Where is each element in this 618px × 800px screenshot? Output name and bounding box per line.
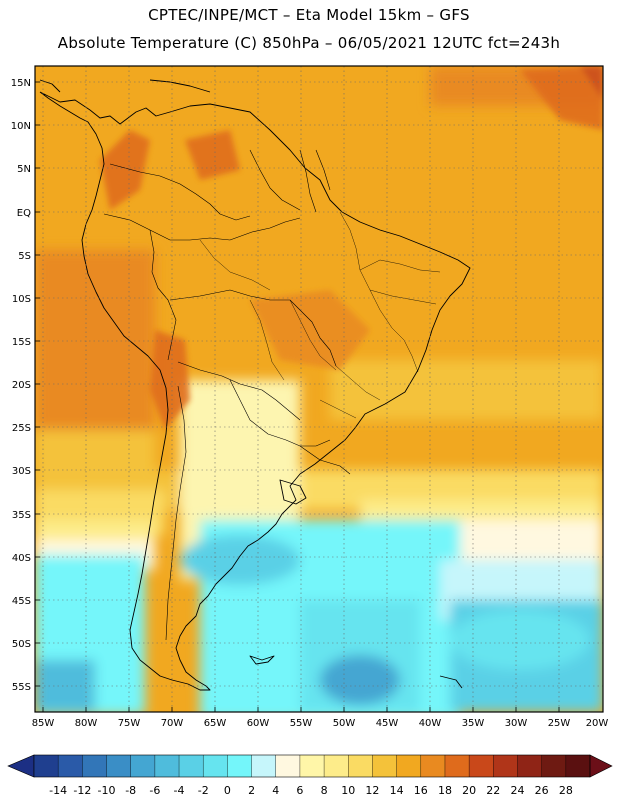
legend-tick-label: 24 bbox=[510, 784, 524, 797]
lat-label: 20S bbox=[12, 380, 31, 391]
lon-label: 30W bbox=[505, 718, 528, 729]
legend-frame bbox=[33, 754, 591, 778]
legend-color-box bbox=[227, 755, 252, 777]
legend-tick-label: -10 bbox=[98, 784, 116, 797]
legend-color-box bbox=[251, 755, 277, 777]
legend-tick-label: 6 bbox=[296, 784, 303, 797]
legend-color-box bbox=[348, 755, 373, 777]
legend-color-box bbox=[58, 755, 83, 777]
legend-tick-label: 10 bbox=[341, 784, 355, 797]
lat-label: 25S bbox=[12, 423, 31, 434]
legend-tick-label: 12 bbox=[365, 784, 379, 797]
legend-tick-label: -4 bbox=[174, 784, 185, 797]
lat-label: 50S bbox=[12, 639, 31, 650]
legend-color-box bbox=[420, 755, 446, 777]
lon-label: 65W bbox=[204, 718, 227, 729]
map-frame bbox=[34, 65, 604, 713]
legend-color-box bbox=[541, 755, 567, 777]
legend-tick-label: 28 bbox=[559, 784, 573, 797]
lat-label: 15S bbox=[12, 337, 31, 348]
legend-color-box bbox=[82, 755, 107, 777]
legend-tick-label: 16 bbox=[414, 784, 428, 797]
lon-label: 45W bbox=[376, 718, 399, 729]
legend-tick-label: 2 bbox=[248, 784, 255, 797]
legend-color-box bbox=[203, 755, 228, 777]
legend-color-box bbox=[469, 755, 494, 777]
lat-label: 5S bbox=[18, 251, 31, 262]
legend-color-box bbox=[275, 755, 301, 777]
lat-label: 5N bbox=[17, 164, 31, 175]
legend-tick-label: 26 bbox=[535, 784, 549, 797]
legend-tick-label: 20 bbox=[462, 784, 476, 797]
temperature-field bbox=[35, 66, 603, 712]
longitude-labels: 85W 80W 75W 70W 65W 60W 55W 50W 45W 40W … bbox=[32, 718, 609, 729]
latitude-labels: 15N 10N 5N EQ 5S 10S 15S 20S 25S 30S 35S… bbox=[11, 78, 31, 693]
legend-color-box bbox=[444, 755, 470, 777]
lon-label: 25W bbox=[548, 718, 571, 729]
legend-tick-label: 8 bbox=[321, 784, 328, 797]
legend-color-box bbox=[372, 755, 397, 777]
lat-label: 10N bbox=[11, 121, 31, 132]
lon-label: 70W bbox=[161, 718, 184, 729]
legend-tick-label: 0 bbox=[224, 784, 231, 797]
lon-label: 75W bbox=[118, 718, 141, 729]
map-title-line2: Absolute Temperature (C) 850hPa – 06/05/… bbox=[57, 34, 561, 52]
coastlines bbox=[39, 79, 471, 691]
lat-label: 45S bbox=[12, 596, 31, 607]
legend-color-box bbox=[130, 755, 156, 777]
lon-label: 35W bbox=[462, 718, 485, 729]
legend-tick-label: 22 bbox=[486, 784, 500, 797]
legend-tick-label: -12 bbox=[73, 784, 91, 797]
legend-color-box bbox=[106, 755, 132, 777]
lon-label: 50W bbox=[333, 718, 356, 729]
legend-underflow-arrow bbox=[7, 754, 35, 778]
lat-label: 35S bbox=[12, 510, 31, 521]
legend-color-box bbox=[565, 755, 591, 777]
legend-color-box bbox=[179, 755, 204, 777]
lon-label: 80W bbox=[75, 718, 98, 729]
map-title-line1: CPTEC/INPE/MCT – Eta Model 15km – GFS bbox=[148, 6, 470, 24]
lat-label: 55S bbox=[12, 682, 31, 693]
lat-label: 15N bbox=[11, 78, 31, 89]
lat-label: 40S bbox=[12, 553, 31, 564]
lon-label: 40W bbox=[419, 718, 442, 729]
legend-color-box bbox=[34, 755, 59, 777]
lon-label: 20W bbox=[586, 718, 609, 729]
legend-tick-label: -6 bbox=[149, 784, 160, 797]
lon-label: 60W bbox=[247, 718, 270, 729]
legend-color-box bbox=[517, 755, 543, 777]
legend-color-box bbox=[396, 755, 422, 777]
lon-label: 55W bbox=[290, 718, 313, 729]
legend-overflow-arrow bbox=[589, 754, 613, 778]
lat-lon-grid bbox=[35, 66, 603, 712]
color-legend: -14 -12 -10 -8 -6 -4 -2 0 2 4 6 8 10 12 14 16 18 20 22 24 26… bbox=[7, 754, 613, 797]
legend-tick-label: -2 bbox=[198, 784, 209, 797]
axis-ticks bbox=[35, 81, 560, 712]
legend-tick-label: -14 bbox=[49, 784, 67, 797]
legend-color-box bbox=[299, 755, 325, 777]
legend-color-box bbox=[493, 755, 518, 777]
legend-color-box bbox=[154, 755, 180, 777]
lat-label: 30S bbox=[12, 466, 31, 477]
legend-tick-label: -8 bbox=[125, 784, 136, 797]
legend-color-box bbox=[324, 755, 349, 777]
legend-tick-label: 18 bbox=[438, 784, 452, 797]
lat-label: EQ bbox=[17, 208, 31, 219]
legend-tick-label: 14 bbox=[390, 784, 404, 797]
lat-label: 10S bbox=[12, 294, 31, 305]
legend-tick-label: 4 bbox=[272, 784, 279, 797]
lon-label: 85W bbox=[32, 718, 55, 729]
